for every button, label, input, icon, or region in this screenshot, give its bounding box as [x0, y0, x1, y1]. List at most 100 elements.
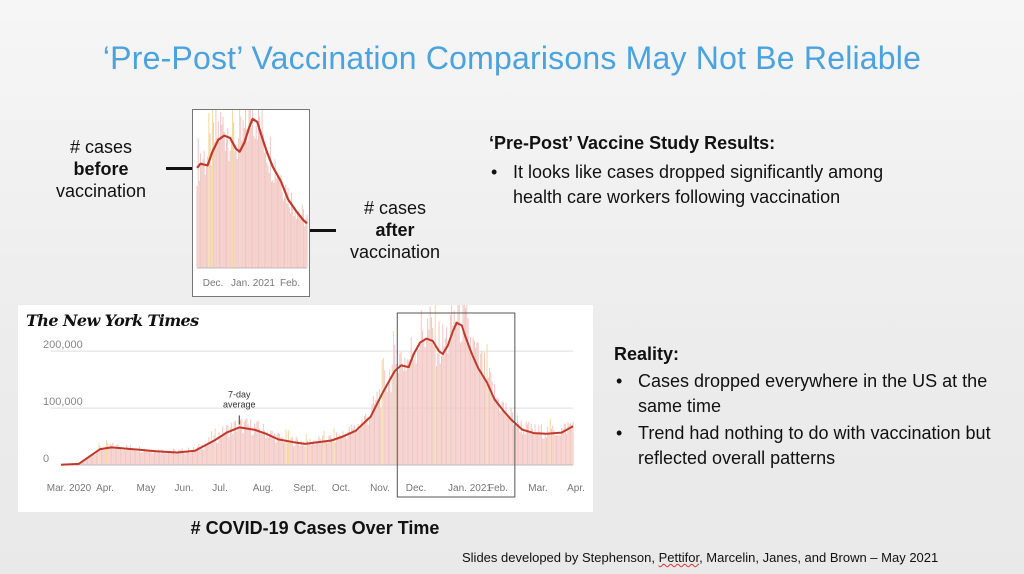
daily-case-bar — [566, 433, 568, 465]
daily-case-bar — [438, 321, 440, 465]
daily-case-bar — [281, 192, 283, 268]
daily-case-bar — [238, 419, 240, 465]
daily-case-bar — [297, 212, 299, 268]
daily-case-bar — [377, 402, 379, 465]
daily-case-bar — [451, 305, 453, 465]
daily-case-bar — [523, 427, 525, 465]
daily-case-bar — [246, 129, 248, 268]
daily-case-bar — [146, 450, 148, 465]
daily-case-bar — [505, 402, 507, 465]
daily-case-bar — [272, 435, 274, 465]
daily-case-bar — [501, 401, 503, 465]
daily-case-bar — [143, 448, 145, 465]
daily-case-bar — [164, 453, 166, 465]
daily-case-bar — [186, 452, 188, 465]
daily-case-bar — [274, 159, 276, 268]
daily-case-bar — [372, 396, 374, 465]
daily-case-bar — [178, 449, 180, 465]
daily-case-bar — [208, 437, 210, 465]
daily-case-bar — [202, 449, 204, 465]
daily-case-bar — [275, 178, 277, 268]
x-tick-label: Apr. — [96, 483, 114, 494]
seven-day-average-line — [196, 117, 308, 225]
daily-case-bar — [348, 426, 350, 465]
daily-case-bar — [210, 431, 212, 465]
daily-case-bar — [466, 305, 468, 465]
daily-case-bar — [481, 351, 483, 465]
daily-case-bar — [204, 443, 206, 465]
daily-case-bar — [352, 428, 354, 465]
daily-case-bar — [465, 307, 467, 465]
daily-case-bar — [213, 122, 215, 269]
daily-case-bar — [259, 116, 261, 268]
daily-case-bar — [539, 431, 541, 465]
daily-case-bar — [196, 185, 198, 268]
daily-case-bar — [456, 322, 458, 465]
daily-case-bar — [360, 425, 362, 465]
daily-case-bar — [391, 364, 393, 465]
credits-underlined-name: Pettifor — [658, 550, 700, 565]
nyt-logo: The New York Times — [26, 311, 199, 330]
daily-case-bar — [361, 419, 363, 465]
daily-case-bar — [255, 125, 257, 269]
daily-case-bar — [218, 432, 220, 465]
daily-case-bar — [365, 413, 367, 465]
daily-case-bar — [305, 218, 307, 268]
daily-case-bar — [499, 411, 501, 465]
daily-case-bar — [145, 451, 147, 465]
daily-case-bar — [355, 430, 357, 465]
daily-case-bar — [104, 446, 106, 465]
daily-case-bar — [222, 116, 224, 268]
daily-case-bar — [230, 136, 232, 268]
daily-case-bar — [323, 430, 325, 465]
daily-case-bar — [81, 461, 83, 465]
daily-case-bar — [136, 450, 138, 465]
daily-case-bar — [322, 435, 324, 465]
daily-case-bar — [256, 421, 258, 465]
daily-case-bar — [244, 110, 246, 268]
daily-case-bar — [563, 423, 565, 465]
daily-case-bar — [142, 452, 144, 465]
daily-case-bar — [390, 392, 392, 465]
annotation-label: 7-day — [228, 389, 251, 399]
daily-case-bar — [228, 161, 230, 268]
daily-case-bar — [271, 181, 273, 268]
daily-case-bar — [236, 431, 238, 465]
daily-case-bar — [185, 450, 187, 465]
daily-case-bar — [157, 449, 159, 465]
daily-case-bar — [423, 341, 425, 465]
daily-case-bar — [113, 446, 115, 465]
daily-case-bar — [286, 203, 288, 268]
daily-case-bar — [279, 434, 281, 465]
daily-case-bar — [477, 342, 479, 465]
daily-case-bar — [199, 449, 201, 465]
daily-case-bar — [284, 197, 286, 268]
daily-case-bar — [214, 428, 216, 465]
daily-case-bar — [395, 363, 397, 465]
daily-case-bar — [108, 446, 110, 465]
daily-case-bar — [262, 133, 264, 268]
daily-case-bar — [203, 150, 205, 268]
daily-case-bar — [430, 317, 432, 465]
daily-case-bar — [141, 452, 143, 465]
daily-case-bar — [382, 357, 384, 465]
daily-case-bar — [333, 427, 335, 465]
daily-case-bar — [434, 305, 436, 465]
daily-case-bar — [278, 178, 280, 268]
daily-case-bar — [379, 389, 381, 465]
daily-case-bar — [281, 436, 283, 465]
daily-case-bar — [463, 305, 465, 465]
daily-case-bar — [92, 454, 94, 465]
daily-case-bar — [227, 425, 229, 465]
daily-case-bar — [248, 110, 250, 268]
daily-case-bar — [526, 424, 528, 465]
daily-case-bar — [229, 427, 231, 465]
daily-case-bar — [231, 422, 233, 465]
daily-case-bar — [239, 110, 241, 268]
daily-case-bar — [197, 137, 199, 268]
daily-case-bar — [201, 163, 203, 268]
daily-case-bar — [534, 424, 536, 465]
daily-case-bar — [207, 442, 209, 465]
daily-case-bar — [470, 337, 472, 465]
daily-case-bar — [334, 442, 336, 465]
